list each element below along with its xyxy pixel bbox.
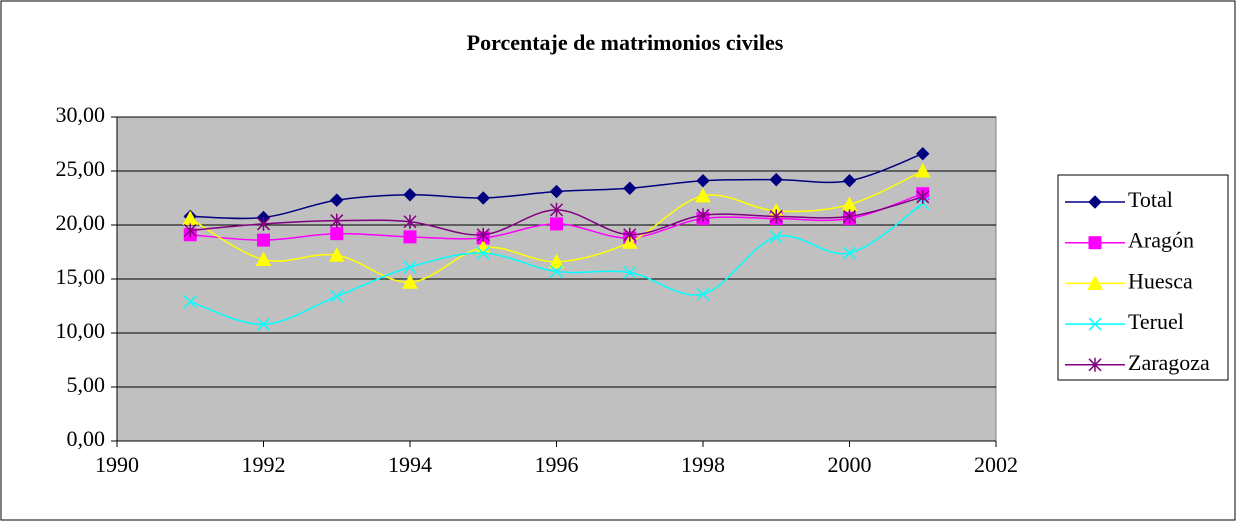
x-tick-label: 1992 — [242, 452, 286, 477]
x-tick-label: 1998 — [681, 452, 725, 477]
y-tick-label: 15,00 — [56, 264, 106, 289]
x-tick-label: 2002 — [974, 452, 1018, 477]
x-tick-label: 2000 — [828, 452, 872, 477]
marker — [257, 233, 270, 247]
marker — [476, 191, 490, 205]
marker — [549, 264, 564, 278]
x-tick-label: 1994 — [388, 452, 432, 477]
marker — [623, 181, 637, 195]
marker — [769, 209, 783, 224]
marker — [255, 251, 272, 267]
marker — [403, 188, 417, 202]
marker — [916, 189, 930, 204]
marker — [916, 147, 930, 161]
marker — [1087, 275, 1103, 290]
series-line — [190, 202, 924, 326]
y-tick-label: 10,00 — [56, 318, 106, 343]
marker — [695, 187, 711, 203]
marker — [696, 287, 710, 301]
marker — [183, 295, 197, 309]
marker — [403, 230, 417, 244]
legend-box — [1057, 174, 1229, 381]
marker — [330, 213, 344, 228]
marker — [256, 317, 271, 331]
marker — [769, 172, 783, 187]
marker — [623, 265, 637, 280]
marker — [403, 214, 417, 229]
y-tick-label: 0,00 — [67, 426, 106, 451]
y-tick-label: 30,00 — [56, 102, 106, 127]
marker — [549, 184, 564, 199]
marker — [476, 246, 490, 260]
marker — [330, 227, 344, 241]
y-tick-label: 20,00 — [56, 210, 106, 235]
marker — [330, 193, 344, 207]
marker — [842, 246, 857, 260]
y-tick-label: 25,00 — [56, 156, 106, 181]
chart-title: Porcentaje de matrimonios civiles — [467, 30, 784, 55]
marker — [476, 227, 490, 242]
marker — [842, 174, 857, 188]
marker — [1088, 236, 1102, 250]
marker — [696, 174, 710, 188]
marker — [1088, 357, 1102, 372]
marker — [1088, 195, 1102, 209]
marker — [183, 223, 197, 238]
legend-label: Huesca — [1128, 268, 1193, 293]
marker — [623, 227, 637, 242]
marker — [403, 260, 417, 274]
x-tick-label: 1990 — [95, 452, 139, 477]
x-tick-label: 1996 — [535, 452, 579, 477]
legend-label: Zaragoza — [1128, 350, 1210, 375]
marker — [402, 274, 418, 289]
marker — [550, 217, 563, 231]
marker — [769, 230, 783, 244]
marker — [256, 216, 271, 231]
marker — [330, 289, 344, 303]
marker — [621, 234, 638, 249]
legend-label: Teruel — [1128, 309, 1184, 334]
legend-label: Total — [1128, 187, 1173, 212]
marker — [914, 162, 931, 178]
marker — [548, 253, 565, 269]
legend-label: Aragón — [1128, 228, 1194, 253]
marker — [328, 247, 345, 262]
marker — [696, 208, 710, 223]
y-tick-label: 5,00 — [67, 372, 106, 397]
marker — [549, 202, 564, 217]
marker — [842, 209, 857, 224]
marker — [1088, 317, 1102, 331]
